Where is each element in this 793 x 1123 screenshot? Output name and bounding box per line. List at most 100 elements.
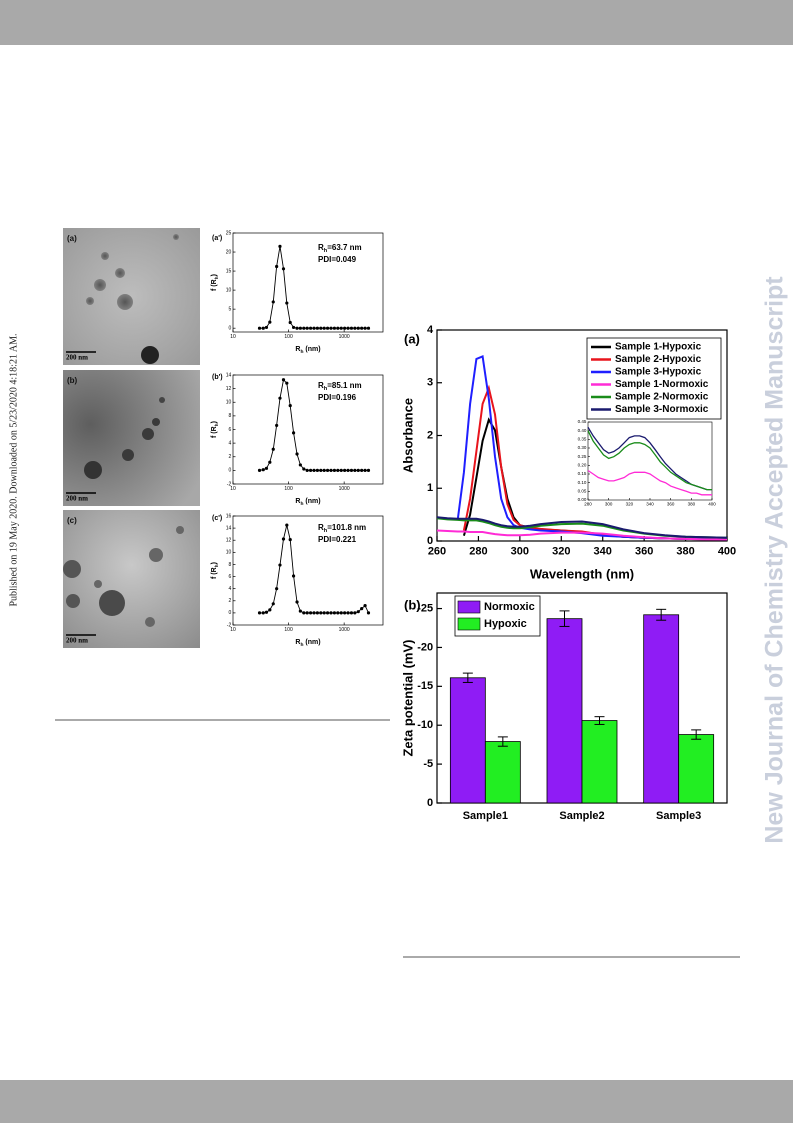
data-point bbox=[278, 563, 282, 567]
y-tick-label: 8 bbox=[228, 413, 231, 419]
data-point bbox=[343, 326, 347, 330]
x-tick-label: 400 bbox=[718, 545, 736, 557]
data-point bbox=[356, 610, 360, 614]
y-axis-label: f (Rh) bbox=[211, 274, 220, 291]
data-point bbox=[356, 468, 360, 472]
inset-background bbox=[588, 422, 712, 500]
data-point bbox=[257, 468, 262, 472]
y-tick-label: 0 bbox=[228, 610, 231, 616]
bar bbox=[449, 677, 486, 804]
data-point bbox=[285, 381, 289, 385]
x-tick-label: 1000 bbox=[339, 627, 350, 633]
y-tick-label: 1 bbox=[427, 482, 433, 494]
y-tick-label: 10 bbox=[226, 550, 232, 556]
y-tick-label: 10 bbox=[226, 400, 232, 406]
scale-bar-label: 200 nm bbox=[66, 637, 88, 645]
y-tick-label: 14 bbox=[226, 372, 232, 378]
y-tick-label: 0.05 bbox=[578, 489, 587, 494]
legend-box bbox=[586, 337, 722, 420]
legend-label: Sample 3-Hypoxic bbox=[615, 367, 702, 378]
y-axis-label-part: ) bbox=[211, 274, 218, 276]
legend-label: Sample 3-Normoxic bbox=[615, 404, 709, 415]
data-point bbox=[315, 611, 319, 615]
y-axis-label-part: f (R bbox=[211, 567, 218, 579]
data-point bbox=[308, 611, 313, 615]
data-point bbox=[343, 611, 347, 615]
data-point bbox=[366, 611, 371, 615]
annotation: Rh=85.1 nm bbox=[318, 381, 362, 392]
data-point bbox=[305, 468, 309, 472]
data-point bbox=[353, 611, 357, 615]
y-tick-label: 0.25 bbox=[578, 454, 587, 459]
data-point bbox=[366, 468, 371, 472]
y-tick-label: 2 bbox=[228, 454, 231, 460]
annotation-part: =101.8 nm bbox=[327, 523, 366, 532]
data-point bbox=[322, 611, 326, 615]
data-point bbox=[281, 267, 286, 271]
y-tick-label: 4 bbox=[427, 324, 434, 336]
data-point bbox=[291, 325, 296, 330]
y-tick-label: 4 bbox=[228, 586, 231, 592]
y-tick-label: 8 bbox=[228, 562, 231, 568]
data-point bbox=[275, 423, 279, 428]
plot-frame bbox=[232, 374, 384, 485]
x-axis-label-part: R bbox=[295, 639, 300, 646]
data-point bbox=[349, 326, 354, 330]
x-tick-label: Sample2 bbox=[559, 810, 604, 822]
legend-label: Sample 1-Hypoxic bbox=[615, 342, 702, 353]
data-point bbox=[291, 574, 296, 578]
data-point bbox=[363, 326, 367, 330]
x-tick-label: 1000 bbox=[339, 486, 350, 492]
y-tick-label: 0.35 bbox=[578, 437, 587, 442]
tem-image bbox=[63, 370, 200, 506]
y-tick-label: -2 bbox=[227, 622, 232, 628]
x-tick-label: Sample3 bbox=[656, 810, 701, 822]
data-point bbox=[308, 326, 313, 330]
data-point bbox=[356, 326, 360, 330]
watermark: New Journal of Chemistry Accepted Manusc… bbox=[761, 276, 789, 844]
data-point bbox=[308, 468, 313, 472]
y-tick-label: 12 bbox=[226, 386, 232, 392]
plot-frame bbox=[232, 515, 384, 626]
data-point bbox=[285, 301, 289, 305]
data-point bbox=[322, 468, 326, 472]
annotation: PDI=0.049 bbox=[318, 255, 357, 264]
x-axis-label-part: h bbox=[300, 642, 303, 648]
x-tick-label: 320 bbox=[626, 501, 634, 506]
y-tick-label: 0 bbox=[228, 468, 231, 474]
legend-label: Sample 2-Hypoxic bbox=[615, 354, 702, 365]
data-point bbox=[325, 326, 330, 330]
footer-bar bbox=[0, 1080, 793, 1123]
data-point bbox=[302, 467, 306, 471]
annotation: Rh=63.7 nm bbox=[318, 243, 362, 254]
y-tick-label: 3 bbox=[427, 377, 433, 389]
data-point bbox=[312, 326, 316, 330]
data-point bbox=[339, 611, 343, 615]
data-point bbox=[305, 611, 309, 615]
data-point bbox=[285, 523, 289, 527]
data-point bbox=[298, 326, 302, 330]
data-line bbox=[436, 516, 728, 539]
x-tick-label: 380 bbox=[676, 545, 694, 557]
x-tick-label: Sample1 bbox=[463, 810, 508, 822]
x-tick-label: 400 bbox=[708, 501, 716, 506]
data-point bbox=[298, 463, 302, 467]
data-point bbox=[257, 326, 262, 330]
y-tick-label: -25 bbox=[417, 602, 433, 614]
annotation-part: =85.1 nm bbox=[327, 381, 361, 390]
bar bbox=[643, 614, 680, 804]
y-axis-label: Zeta potential (mV) bbox=[400, 639, 415, 756]
data-point bbox=[298, 609, 302, 613]
panel-label: (a) bbox=[404, 331, 420, 346]
y-axis-label: f (Rh) bbox=[211, 562, 220, 579]
y-tick-label: -2 bbox=[227, 481, 232, 487]
data-point bbox=[329, 326, 333, 330]
y-axis-label-part: h bbox=[214, 564, 220, 567]
annotation: PDI=0.196 bbox=[318, 393, 357, 402]
data-point bbox=[268, 608, 272, 612]
x-axis-label-part: (nm) bbox=[303, 346, 320, 353]
data-point bbox=[291, 431, 296, 435]
x-tick-label: 380 bbox=[688, 501, 696, 506]
y-tick-label: 0.00 bbox=[578, 497, 587, 502]
